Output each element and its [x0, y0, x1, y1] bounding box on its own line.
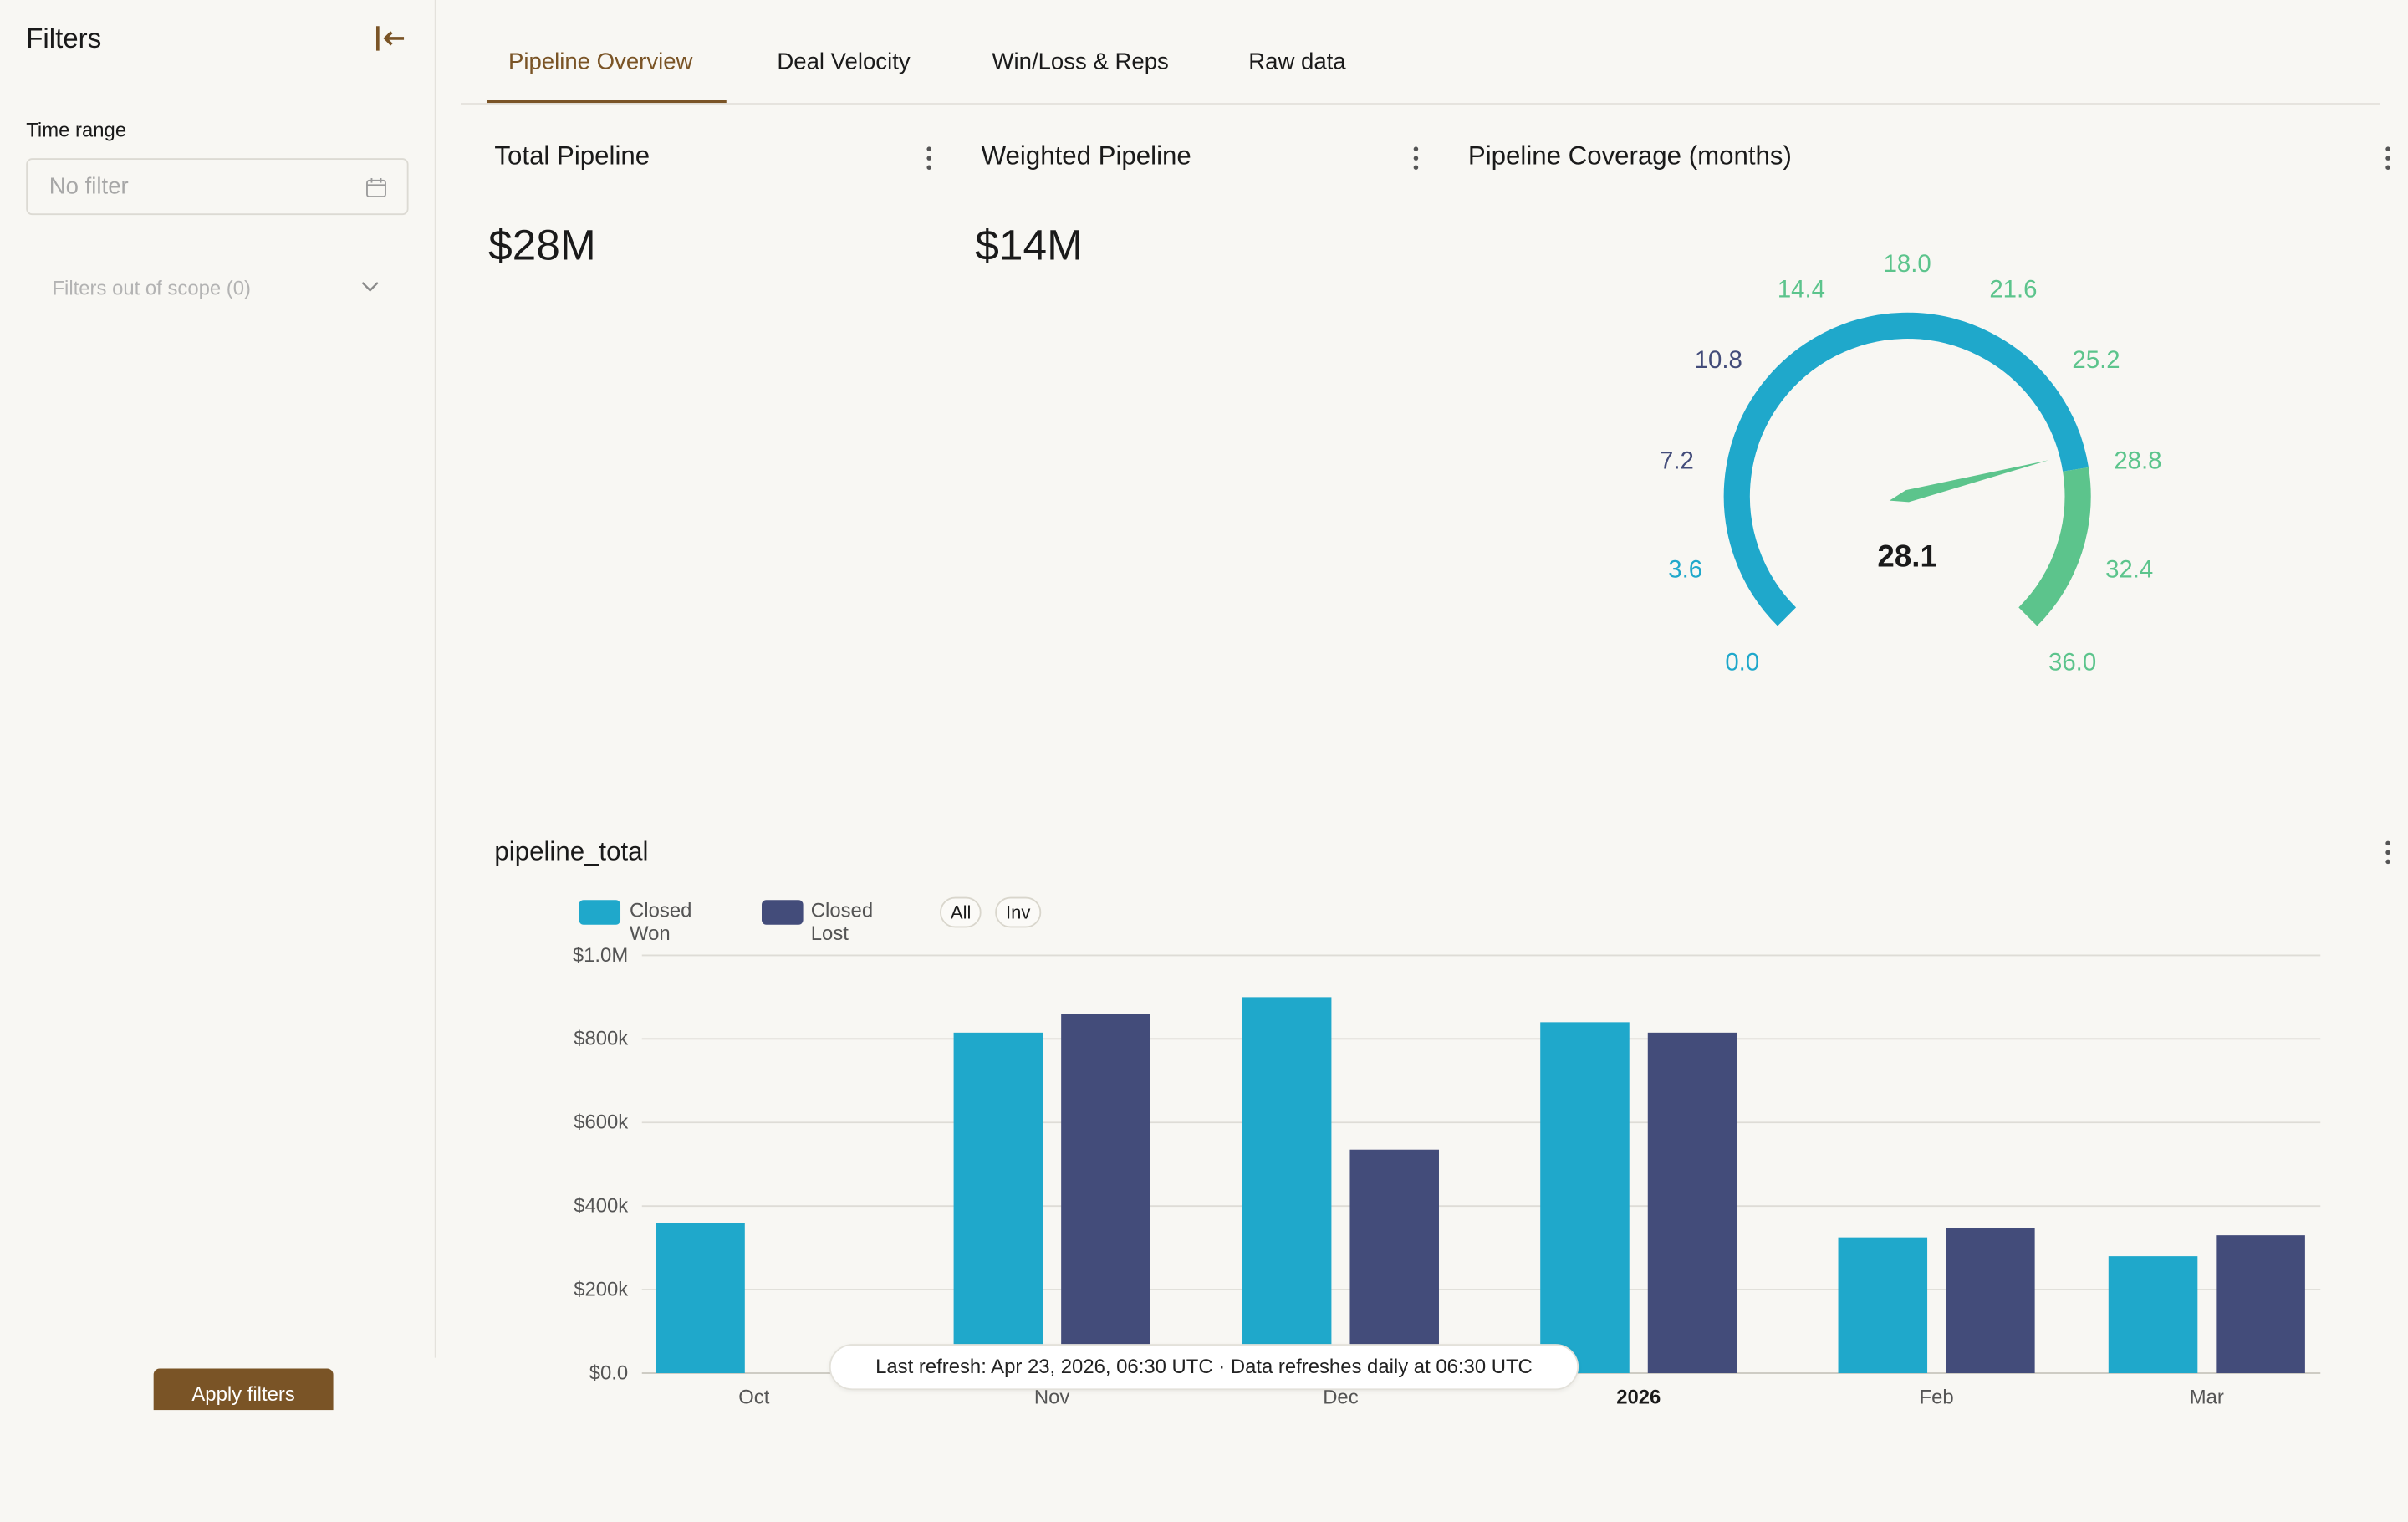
gauge-tick-label: 18.0 — [1884, 250, 1931, 278]
y-tick-label: $200k — [574, 1278, 628, 1300]
x-tick-label: Mar — [2190, 1387, 2224, 1409]
gauge-needle — [1889, 460, 2049, 503]
pipeline-coverage-menu-icon[interactable] — [2384, 145, 2393, 172]
bar-closed-lost-feb[interactable] — [1946, 1228, 2035, 1374]
page-bottom-area — [0, 1410, 2408, 1522]
total-pipeline-value: $28M — [488, 221, 596, 269]
pipeline-coverage-title: Pipeline Coverage (months) — [1467, 140, 1792, 171]
x-tick-label: 2026 — [1616, 1387, 1661, 1409]
gauge-band-1 — [1723, 312, 2089, 626]
filters-sidebar: Filters Time range No filter Filters out… — [0, 0, 436, 1358]
tab-pipeline-overview[interactable]: Pipeline Overview — [508, 49, 693, 75]
bar-closed-lost-mar[interactable] — [2216, 1235, 2305, 1374]
calendar-icon — [366, 178, 386, 198]
weighted-pipeline-title: Weighted Pipeline — [981, 140, 1191, 171]
gauge-tick-label: 36.0 — [2048, 649, 2096, 677]
legend-label-closed-lost[interactable]: Closed Lost — [810, 898, 874, 945]
apply-filters-button[interactable]: Apply filters — [153, 1368, 334, 1415]
gauge-tick-label: 25.2 — [2072, 346, 2120, 374]
time-range-label: Time range — [26, 118, 127, 141]
weighted-pipeline-value: $14M — [975, 221, 1083, 269]
refresh-notice: Last refresh: Apr 23, 2026, 06:30 UTC · … — [829, 1344, 1579, 1391]
gauge-tick-label: 10.8 — [1695, 346, 1742, 374]
bar-closed-won-oct[interactable] — [656, 1223, 745, 1374]
gauge-value-label: 28.1 — [1877, 539, 1936, 574]
bar-closed-lost-dec[interactable] — [1349, 1149, 1439, 1374]
bar-closed-won-mar[interactable] — [2108, 1256, 2198, 1374]
y-tick-label: $800k — [574, 1028, 628, 1050]
y-tick-label: $1.0M — [573, 944, 628, 967]
total-pipeline-menu-icon[interactable] — [925, 145, 934, 172]
legend-swatch-closed-lost[interactable] — [762, 900, 804, 925]
collapse-sidebar-icon[interactable] — [371, 22, 408, 55]
y-tick-label: $400k — [574, 1195, 628, 1218]
weighted-pipeline-menu-icon[interactable] — [1411, 145, 1421, 172]
tab-win-loss-reps[interactable]: Win/Loss & Reps — [992, 49, 1169, 75]
time-range-placeholder: No filter — [48, 173, 129, 200]
tab-raw-data[interactable]: Raw data — [1248, 49, 1346, 75]
legend-swatch-closed-won[interactable] — [579, 900, 621, 925]
pipeline-total-menu-icon[interactable] — [2384, 839, 2393, 866]
bar-closed-won-nov[interactable] — [953, 1032, 1043, 1374]
chevron-down-icon[interactable] — [360, 278, 381, 296]
gauge-tick-label: 32.4 — [2105, 556, 2153, 584]
gauge-band-2 — [2018, 467, 2091, 626]
gauge-tick-label: 28.8 — [2114, 447, 2161, 475]
gauge-tick-label: 7.2 — [1660, 447, 1694, 475]
bar-closed-lost-nov[interactable] — [1061, 1014, 1150, 1374]
x-tick-label: Feb — [1920, 1387, 1954, 1409]
bar-closed-won-2026[interactable] — [1540, 1022, 1630, 1374]
active-tab-indicator — [487, 100, 727, 104]
tab-deal-velocity[interactable]: Deal Velocity — [777, 49, 911, 75]
gauge-tick-label: 0.0 — [1725, 649, 1759, 677]
legend-invert-button[interactable]: Inv — [995, 896, 1042, 928]
bar-closed-won-feb[interactable] — [1838, 1237, 1928, 1374]
x-tick-label: Oct — [738, 1387, 769, 1409]
x-tick-label: Nov — [1034, 1387, 1069, 1409]
legend-all-button[interactable]: All — [940, 896, 982, 928]
bar-closed-won-dec[interactable] — [1242, 997, 1332, 1374]
dashboard-tabs: Pipeline Overview Deal Velocity Win/Loss… — [461, 0, 2380, 105]
bar-closed-lost-2026[interactable] — [1647, 1032, 1737, 1374]
gauge-tick-label: 21.6 — [1989, 276, 2037, 304]
pipeline-total-title: pipeline_total — [494, 837, 649, 866]
time-range-input[interactable]: No filter — [26, 158, 409, 216]
x-tick-label: Dec — [1323, 1387, 1359, 1409]
gauge-tick-label: 3.6 — [1668, 556, 1702, 584]
pipeline-coverage-gauge: 0.0 3.6 7.2 10.8 14.4 18.0 21.6 25.2 28.8 32.4 36.… — [1660, 250, 2161, 677]
total-pipeline-title: Total Pipeline — [494, 140, 650, 171]
filters-out-of-scope[interactable]: Filters out of scope (0) — [52, 276, 251, 300]
gauge-tick-label: 14.4 — [1778, 276, 1825, 304]
y-tick-label: $0.0 — [589, 1361, 628, 1384]
legend-label-closed-won[interactable]: Closed Won — [630, 898, 692, 945]
y-tick-label: $600k — [574, 1111, 628, 1134]
sidebar-title: Filters — [26, 23, 102, 54]
